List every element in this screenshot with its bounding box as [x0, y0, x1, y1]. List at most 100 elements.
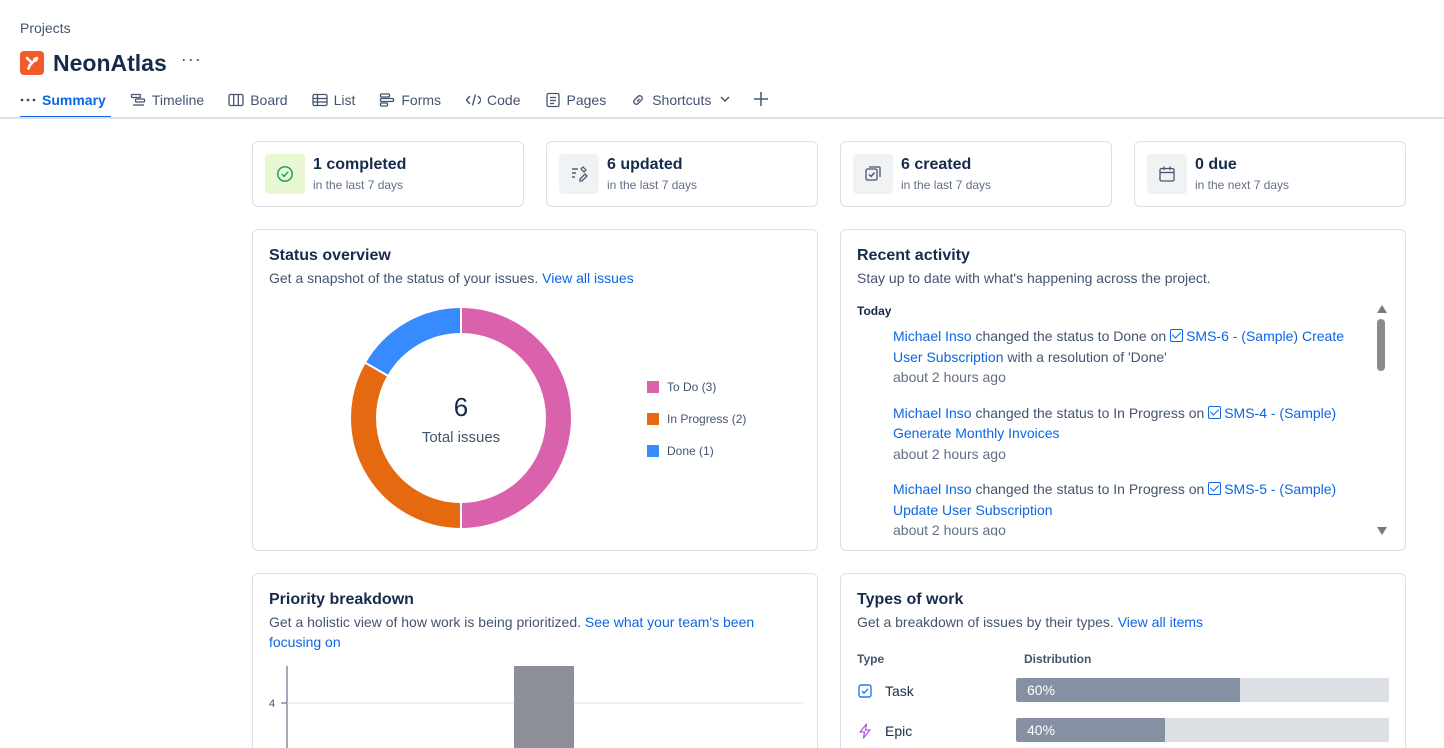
tab-label: Code: [487, 92, 521, 108]
donut-slice-to-do[interactable]: [460, 308, 571, 528]
view-all-issues-link[interactable]: View all issues: [542, 270, 634, 286]
total-issues-label: Total issues: [421, 429, 501, 446]
breadcrumb[interactable]: Projects: [20, 20, 71, 36]
check-circle-icon: [265, 154, 305, 194]
stat-text: 0 due in the next 7 days: [1195, 156, 1289, 192]
legend-item-done[interactable]: Done (1): [647, 443, 746, 459]
tab-list[interactable]: List: [311, 88, 355, 112]
type-label: Task: [885, 683, 914, 699]
chevron-down-icon: [719, 92, 731, 108]
recent-activity-description: Stay up to date with what's happening ac…: [857, 270, 1211, 286]
activity-suffix: with a resolution of 'Done': [1003, 348, 1167, 365]
activity-item: Michael Inso changed the status to In Pr…: [893, 479, 1373, 536]
tab-board[interactable]: Board: [228, 88, 288, 112]
stat-card-completed[interactable]: 1 completed in the last 7 days: [252, 141, 524, 207]
legend-label: To Do (3): [667, 380, 717, 394]
stat-value: 6 updated: [607, 156, 683, 173]
types-of-work-title: Types of work: [857, 591, 964, 608]
activity-feed[interactable]: Michael Inso changed the status to Done …: [893, 326, 1373, 536]
task-checkbox-icon: [857, 683, 873, 699]
timeline-icon: [130, 92, 146, 108]
tab-label: Summary: [42, 92, 106, 108]
activity-action: changed the status to Done on: [971, 328, 1171, 344]
legend-label: In Progress (2): [667, 412, 747, 426]
priority-bar-chart: 4: [269, 666, 803, 748]
legend-item-todo[interactable]: To Do (3): [647, 379, 746, 395]
stat-text: 1 completed in the last 7 days: [313, 156, 406, 192]
more-actions-button[interactable]: ···: [180, 48, 202, 69]
donut-separator: [365, 362, 388, 377]
issue-link[interactable]: SMS-5 - (Sample) Update User Subscriptio…: [893, 481, 1337, 518]
legend-item-in-progress[interactable]: In Progress (2): [647, 411, 746, 427]
type-row-task[interactable]: Task: [857, 679, 914, 703]
stat-value: 0 due: [1195, 156, 1237, 173]
board-icon: [228, 92, 244, 108]
issue-link[interactable]: SMS-4 - (Sample) Generate Monthly Invoic…: [893, 404, 1337, 442]
team-focus-link[interactable]: See what your team's been focusing on: [269, 614, 755, 650]
activity-item: Michael Inso changed the status to In Pr…: [893, 403, 1373, 465]
stat-card-due[interactable]: 0 due in the next 7 days: [1134, 141, 1406, 207]
tab-summary[interactable]: Summary: [20, 88, 111, 118]
priority-breakdown-description: Get a holistic view of how work is being…: [269, 612, 789, 652]
stat-value: 6 created: [901, 156, 972, 173]
distribution-percent: 60%: [1027, 682, 1056, 698]
description-text: Get a holistic view of how work is being…: [269, 614, 582, 630]
column-header-type: Type: [857, 652, 885, 666]
distribution-fill: [1016, 678, 1240, 702]
user-link[interactable]: Michael Inso: [893, 481, 972, 497]
description-text: Get a breakdown of issues by their types…: [857, 614, 1114, 630]
activity-time: about 2 hours ago: [893, 369, 1006, 385]
link-icon: [630, 92, 646, 108]
edit-icon: [559, 154, 599, 194]
activity-group-heading: Today: [857, 304, 892, 318]
user-link[interactable]: Michael Inso: [893, 404, 972, 421]
stat-caption: in the last 7 days: [607, 178, 698, 192]
type-label: Epic: [885, 723, 913, 739]
stat-text: 6 updated in the last 7 days: [607, 156, 697, 192]
create-icon: [853, 154, 893, 194]
tab-label: Shortcuts: [652, 92, 712, 108]
activity-scrollbar[interactable]: [1374, 305, 1388, 535]
stat-value: 1 completed: [313, 156, 407, 173]
legend-swatch: [647, 445, 659, 457]
tab-pages[interactable]: Pages: [545, 88, 606, 112]
stat-card-updated[interactable]: 6 updated in the last 7 days: [546, 141, 818, 207]
tab-code[interactable]: Code: [465, 88, 521, 112]
distribution-bar-task: 60%: [1016, 678, 1389, 702]
chart-legend: To Do (3) In Progress (2) Done (1): [647, 379, 746, 475]
project-header: NeonAtlas ···: [20, 48, 202, 76]
task-checkbox-icon: [1170, 329, 1184, 342]
scroll-up-arrow-icon[interactable]: [1377, 305, 1387, 313]
list-icon: [311, 92, 328, 108]
task-checkbox-icon: [1208, 482, 1222, 495]
tab-label: Forms: [401, 92, 442, 108]
stat-card-created[interactable]: 6 created in the last 7 days: [840, 141, 1112, 207]
tab-timeline[interactable]: Timeline: [130, 88, 204, 112]
stat-caption: in the next 7 days: [1195, 178, 1290, 192]
donut-slice-in-progress[interactable]: [351, 363, 462, 528]
add-tab-button[interactable]: [753, 88, 769, 112]
type-row-epic[interactable]: Epic: [857, 719, 912, 743]
column-header-distribution: Distribution: [1024, 652, 1092, 666]
tab-label: Board: [250, 92, 288, 108]
scroll-down-arrow-icon[interactable]: [1377, 527, 1387, 535]
types-of-work-panel: Types of work Get a breakdown of issues …: [840, 573, 1406, 748]
more-horizontal-icon: [20, 92, 36, 108]
tab-shortcuts[interactable]: Shortcuts: [630, 88, 731, 112]
legend-swatch: [647, 381, 659, 393]
issue-link[interactable]: SMS-6 - (Sample) Create User Subscriptio…: [893, 328, 1345, 365]
activity-action: changed the status to In Progress on: [971, 481, 1209, 497]
project-logo-icon[interactable]: [20, 51, 44, 75]
scroll-thumb[interactable]: [1377, 319, 1385, 371]
tabs-divider: [0, 117, 1444, 119]
pages-icon: [545, 92, 561, 108]
user-link[interactable]: Michael Inso: [893, 328, 972, 344]
priority-breakdown-title: Priority breakdown: [269, 591, 414, 608]
view-all-items-link[interactable]: View all items: [1117, 614, 1204, 630]
status-overview-title: Status overview: [269, 247, 391, 264]
donut-slice-done[interactable]: [365, 308, 462, 376]
code-icon: [465, 92, 482, 108]
tab-forms[interactable]: Forms: [379, 88, 441, 112]
task-checkbox-icon: [1208, 405, 1222, 419]
total-issues-count: 6: [453, 392, 469, 422]
